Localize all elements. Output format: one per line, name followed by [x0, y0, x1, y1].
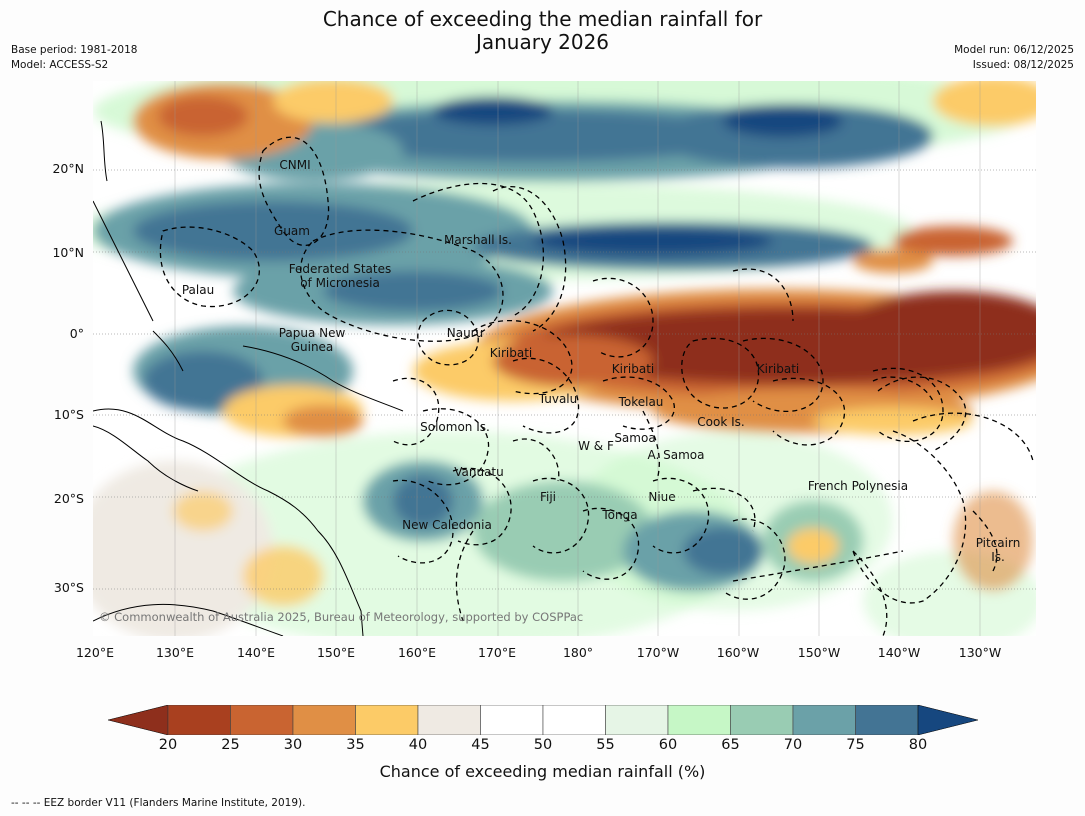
title-line-1: Chance of exceeding the median rainfall …	[322, 7, 763, 31]
place-tuvalu: Tuvalu	[538, 392, 578, 406]
place-kiribati-east: Kiribati	[756, 362, 800, 376]
colorbar-segment-b55_60	[605, 705, 669, 735]
meridians	[174, 81, 981, 636]
colorbar-under-triangle	[108, 705, 169, 735]
place-vanuatu: Vanuatu	[454, 465, 504, 479]
lat-label-30s: 30°S	[53, 580, 84, 595]
colorbar-segment-b20_25	[167, 705, 231, 735]
colorbar-segment-b25_30	[230, 705, 294, 735]
coastlines	[93, 120, 404, 636]
lon-label-170w: 170°W	[636, 645, 680, 660]
place-cook-islands: Cook Is.	[697, 415, 745, 429]
meta-left: Base period: 1981-2018 Model: ACCESS-S2	[11, 43, 137, 73]
rainfall-map	[93, 81, 1036, 636]
colorbar-over-triangle	[917, 705, 978, 735]
lon-label-160e: 160°E	[397, 645, 436, 660]
colorbar-tick-55: 55	[596, 737, 615, 753]
colorbar-segments	[167, 705, 919, 735]
place-solomon: Solomon Is.	[420, 420, 490, 434]
place-tonga: Tonga	[602, 508, 638, 522]
copyright-note: © Commonwealth of Australia 2025, Bureau…	[99, 610, 584, 624]
lon-label-150e: 150°E	[316, 645, 355, 660]
lon-label-140e: 140°E	[236, 645, 275, 660]
place-french-polynesia: French Polynesia	[807, 479, 909, 493]
colorbar-tick-45: 45	[471, 737, 490, 753]
lon-label-180: 180°	[562, 645, 594, 660]
colorbar-segment-b40_45	[417, 705, 481, 735]
title-line-2: January 2026	[475, 30, 610, 54]
colorbar	[108, 705, 978, 735]
place-marshall: Marshall Is.	[444, 233, 512, 247]
colorbar-segment-b65_70	[730, 705, 794, 735]
place-pitcairn: Pitcairn Is.	[975, 536, 1021, 564]
issued-date: Issued: 08/12/2025	[972, 59, 1074, 71]
lat-label-20n: 20°N	[52, 161, 84, 176]
place-guam: Guam	[274, 224, 310, 238]
eez-legend-note: -- -- -- EEZ border V11 (Flanders Marine…	[11, 797, 306, 809]
place-fiji: Fiji	[539, 490, 557, 504]
lon-label-140w: 140°W	[877, 645, 921, 660]
place-nauru: Nauru	[446, 326, 484, 340]
lat-label-20s: 20°S	[53, 491, 84, 506]
lon-label-170e: 170°E	[477, 645, 516, 660]
colorbar-tick-65: 65	[721, 737, 740, 753]
colorbar-segment-b35_40	[355, 705, 419, 735]
place-new-caledonia: New Caledonia	[402, 518, 492, 532]
colorbar-segment-b30_35	[292, 705, 356, 735]
place-fsm: Federated States of Micronesia	[288, 262, 392, 290]
colorbar-tick-20: 20	[158, 737, 178, 753]
model-name: Model: ACCESS-S2	[11, 59, 109, 71]
lat-label-10n: 10°N	[52, 245, 84, 260]
colorbar-segment-b70_75	[792, 705, 856, 735]
lon-label-130w: 130°W	[958, 645, 1002, 660]
lon-label-160w: 160°W	[716, 645, 760, 660]
colorbar-segment-b60_65	[667, 705, 731, 735]
place-palau: Palau	[181, 283, 215, 297]
colorbar-tick-75: 75	[846, 737, 865, 753]
base-period: Base period: 1981-2018	[11, 44, 138, 56]
colorbar-segment-b75_80	[855, 705, 919, 735]
lat-label-0: 0°	[69, 326, 84, 341]
colorbar-tick-60: 60	[658, 737, 678, 753]
colorbar-tick-70: 70	[783, 737, 803, 753]
colorbar-label: Chance of exceeding median rainfall (%)	[379, 762, 706, 781]
place-tokelau: Tokelau	[618, 395, 664, 409]
colorbar-tick-35: 35	[346, 737, 365, 753]
model-run: Model run: 06/12/2025	[954, 44, 1074, 56]
eez-borders	[159, 136, 1034, 636]
place-american-samoa: A. Samoa	[647, 448, 705, 462]
map-canvas	[93, 81, 1036, 636]
place-kiribati-central: Kiribati	[611, 362, 655, 376]
place-samoa: Samoa	[614, 431, 656, 445]
place-cnmi: CNMI	[279, 158, 311, 172]
place-png: Papua New Guinea	[278, 326, 346, 354]
place-wallis-futuna: W & F	[578, 439, 614, 453]
lon-label-150w: 150°W	[797, 645, 841, 660]
colorbar-tick-30: 30	[283, 737, 303, 753]
place-niue: Niue	[648, 490, 676, 504]
colorbar-tick-40: 40	[408, 737, 428, 753]
lat-label-10s: 10°S	[53, 407, 84, 422]
lon-label-130e: 130°E	[155, 645, 194, 660]
meta-right: Model run: 06/12/2025 Issued: 08/12/2025	[954, 43, 1074, 73]
colorbar-segment-b45_50	[480, 705, 544, 735]
map-title: Chance of exceeding the median rainfall …	[0, 8, 1085, 54]
place-kiribati-west: Kiribati	[489, 346, 533, 360]
lon-label-120e: 120°E	[75, 645, 114, 660]
colorbar-tick-50: 50	[533, 737, 553, 753]
colorbar-tick-25: 25	[221, 737, 240, 753]
rainfall-field	[93, 81, 1036, 636]
colorbar-segment-b50_55	[542, 705, 606, 735]
colorbar-tick-80: 80	[908, 737, 928, 753]
